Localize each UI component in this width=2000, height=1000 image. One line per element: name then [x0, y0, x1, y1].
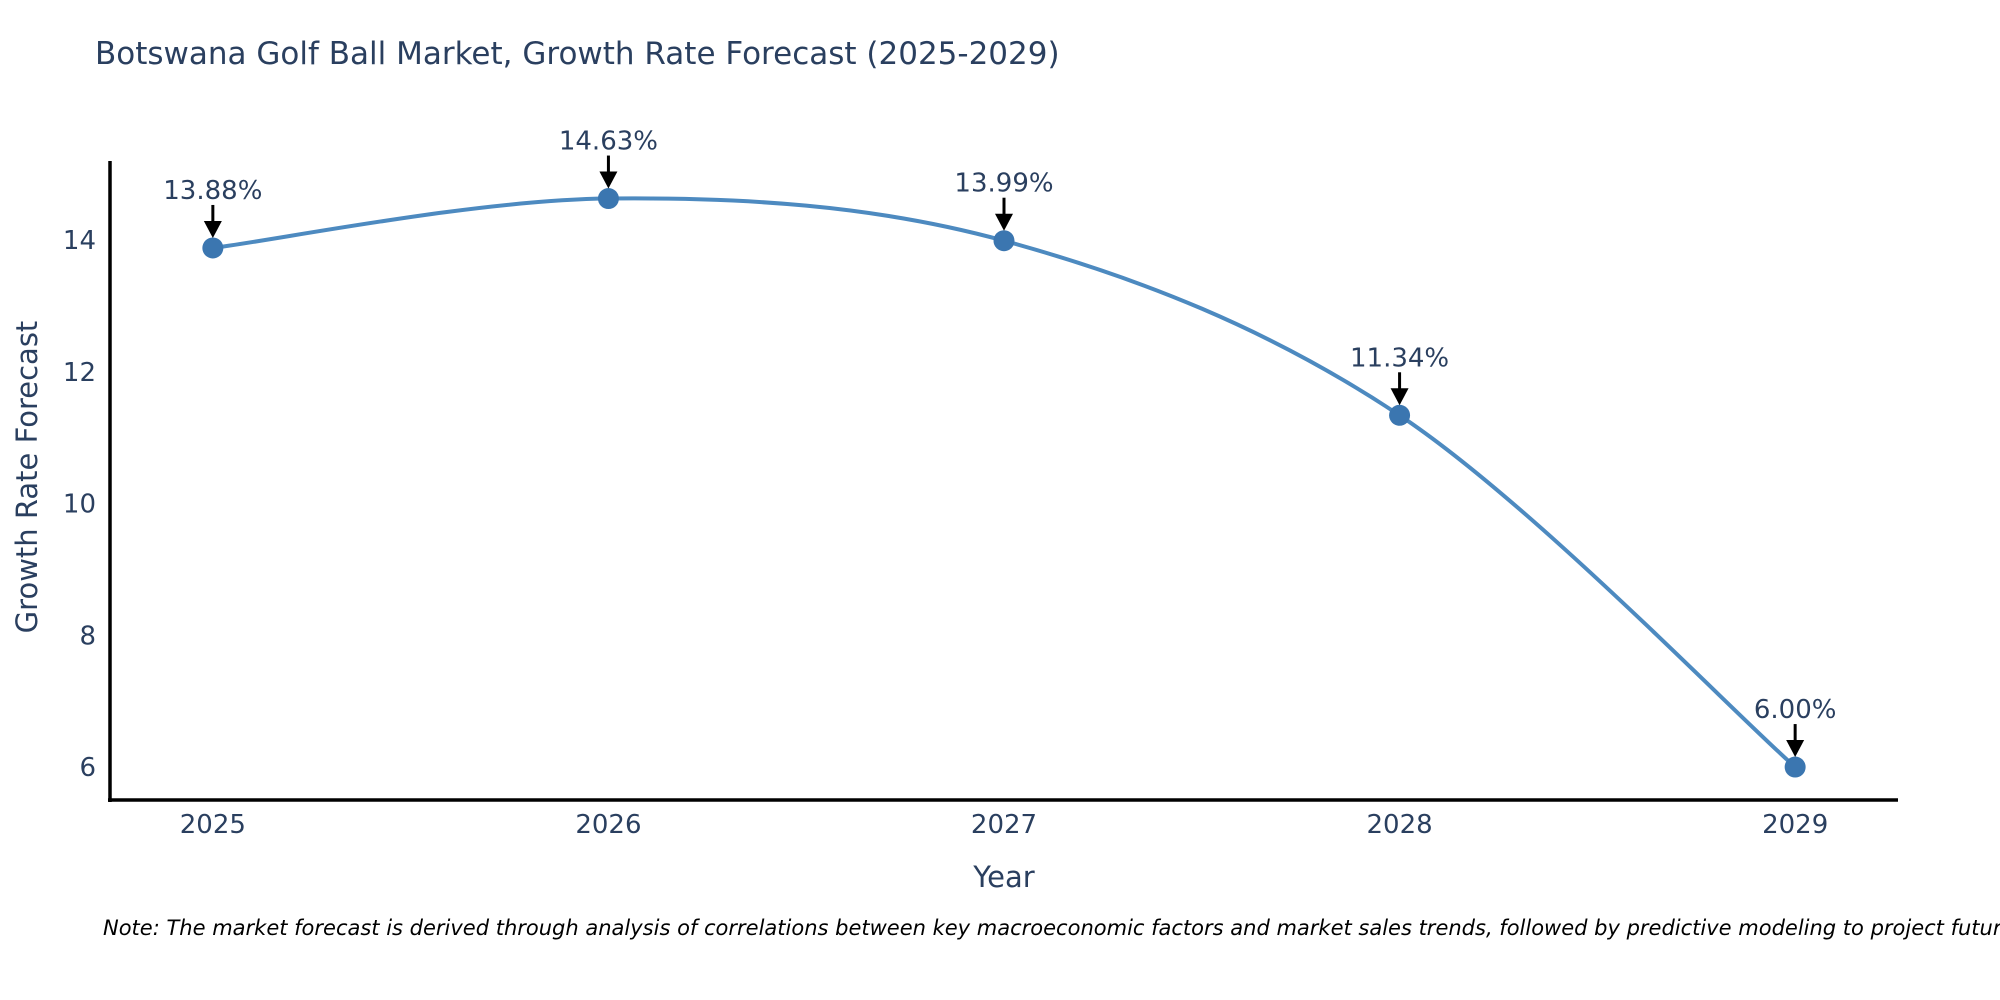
data-point-2029[interactable]	[1784, 756, 1806, 778]
data-point-2027[interactable]	[993, 230, 1015, 252]
data-point-2026[interactable]	[597, 188, 619, 210]
annotation-arrowhead	[203, 220, 222, 238]
annotation-label: 11.34%	[1350, 343, 1449, 373]
annotation-arrowhead	[995, 213, 1013, 231]
annotation-label: 13.88%	[163, 176, 262, 206]
y-tick-label: 10	[63, 490, 96, 520]
annotation-label: 13.99%	[954, 169, 1053, 199]
annotation-arrowhead	[1390, 388, 1409, 406]
y-axis-title: Growth Rate Forecast	[10, 320, 44, 634]
annotation-label: 6.00%	[1754, 695, 1837, 725]
chart-title: Botswana Golf Ball Market, Growth Rate F…	[95, 36, 1060, 72]
trend-line	[212, 196, 1797, 769]
x-axis-title: Year	[973, 860, 1035, 894]
y-tick-label: 12	[63, 358, 96, 388]
data-point-2028[interactable]	[1389, 404, 1411, 426]
x-tick-label: 2025	[180, 810, 246, 840]
x-tick-label: 2026	[575, 810, 641, 840]
data-point-2025[interactable]	[202, 237, 224, 259]
y-tick-label: 8	[79, 621, 96, 651]
x-tick-label: 2028	[1366, 810, 1432, 840]
footnote: Note: The market forecast is derived thr…	[103, 916, 2000, 940]
annotation-arrowhead	[599, 171, 618, 189]
annotation-label: 14.63%	[559, 127, 658, 157]
y-tick-label: 6	[79, 753, 96, 783]
annotation-arrowhead	[1786, 740, 1805, 758]
y-tick-label: 14	[63, 226, 96, 256]
x-tick-label: 2027	[971, 810, 1037, 840]
x-tick-label: 2029	[1762, 810, 1828, 840]
